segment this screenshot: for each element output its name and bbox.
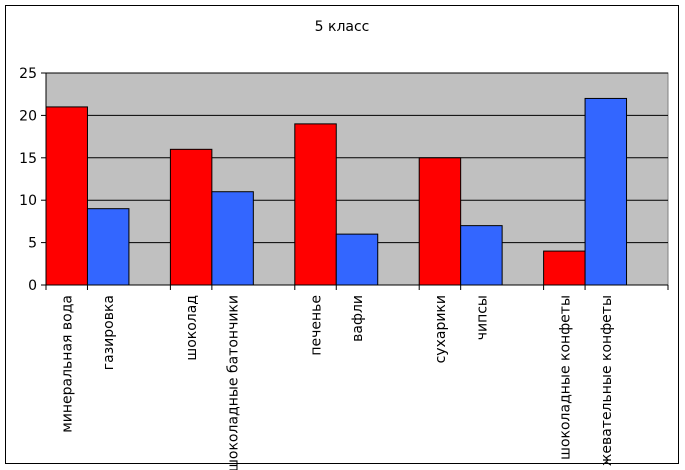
y-tick-label: 15 <box>19 151 37 167</box>
x-tick-label: чипсы <box>474 295 490 340</box>
bar <box>335 233 379 286</box>
y-tick-label: 5 <box>28 236 37 252</box>
x-tick-label: шоколад <box>184 295 200 361</box>
x-tick-label: жевательные конфеты <box>599 295 615 466</box>
x-tick-label: сухарики <box>433 295 449 363</box>
x-tick-label: вафли <box>350 295 366 342</box>
x-tick-label: шоколадные конфеты <box>557 295 573 460</box>
bar <box>45 106 88 286</box>
gridlines <box>46 72 668 244</box>
axes <box>41 72 669 290</box>
y-tick-label: 25 <box>19 66 37 82</box>
bar <box>211 191 254 286</box>
bar <box>584 97 628 286</box>
y-tick-label: 10 <box>19 193 37 209</box>
x-tick-label: газировка <box>101 295 117 370</box>
x-tick-label: шоколадные батончики <box>226 295 242 470</box>
bars <box>45 97 628 286</box>
bar <box>294 123 337 286</box>
y-tick-labels: 0 5 10 15 20 25 <box>19 66 37 294</box>
x-tick-labels: минеральная вода газировка шоколад шоколадн… <box>60 295 615 470</box>
y-tick-label: 20 <box>19 108 37 124</box>
bar <box>418 157 462 286</box>
y-tick-label: 0 <box>28 278 37 294</box>
bar <box>169 148 213 286</box>
bar <box>460 225 503 286</box>
x-tick-label: печенье <box>309 295 325 356</box>
x-tick-label: минеральная вода <box>60 295 76 433</box>
bar <box>86 208 130 286</box>
chart-title: 5 класс <box>315 19 370 35</box>
bar <box>543 250 586 286</box>
